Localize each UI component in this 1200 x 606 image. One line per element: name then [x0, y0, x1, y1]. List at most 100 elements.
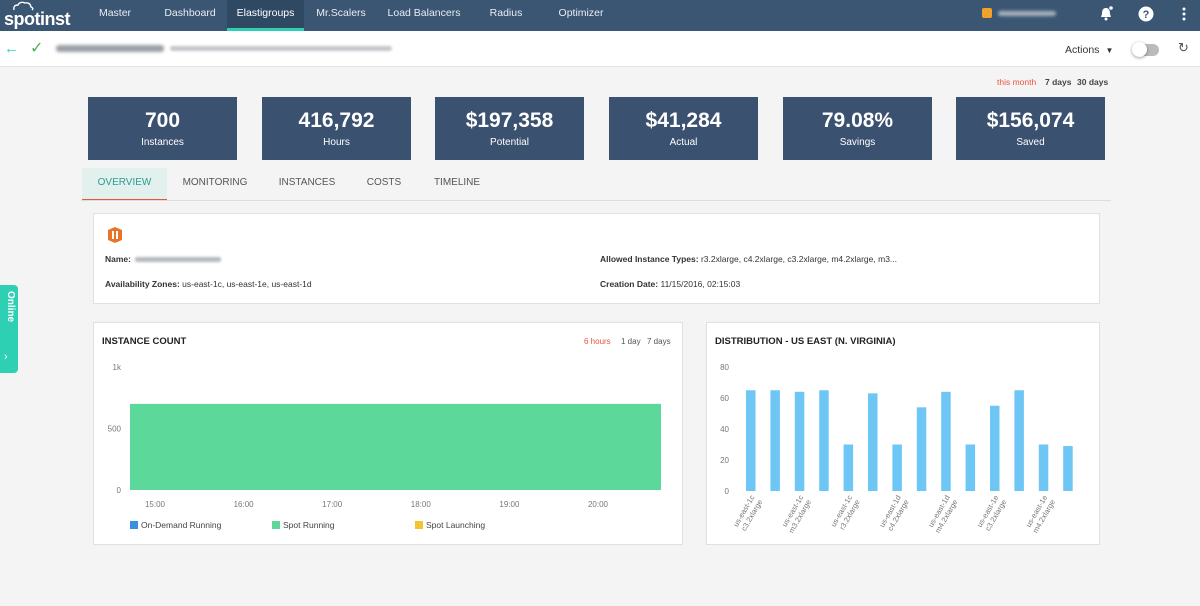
bell-icon[interactable]	[1097, 5, 1115, 23]
stat-value: $156,074	[986, 109, 1075, 132]
brand-name: spotinst	[4, 9, 71, 29]
info-name-row: Name:	[105, 254, 221, 264]
caret-down-icon: ▼	[1105, 46, 1114, 55]
x-tick-label: 20:00	[588, 500, 609, 509]
top-navbar: spotinst Master Dashboard Elastigroups M…	[0, 0, 1200, 31]
nav-dashboard[interactable]: Dashboard	[164, 7, 216, 19]
legend-swatch	[272, 521, 280, 529]
cloud-logo-icon	[13, 1, 34, 11]
zones-value: us-east-1c, us-east-1e, us-east-1d	[182, 279, 312, 289]
legend-spot-running[interactable]: Spot Running	[272, 520, 335, 530]
group-header: ← ✓ Actions ▼ ↻	[0, 31, 1200, 67]
x-tick-label: 19:00	[499, 500, 520, 509]
types-label: Allowed Instance Types:	[600, 254, 699, 264]
stat-label: Actual	[669, 137, 698, 148]
y-tick-label: 20	[720, 456, 729, 465]
legend-swatch	[415, 521, 423, 529]
created-value: 11/15/2016, 02:15:03	[660, 279, 741, 289]
stat-card-savings: 79.08% Savings	[783, 97, 932, 160]
bar	[794, 391, 805, 491]
legend-on-demand-running[interactable]: On-Demand Running	[130, 520, 221, 530]
range-7-days[interactable]: 7 days	[1045, 77, 1072, 87]
instance-count-panel: INSTANCE COUNT 6 hours 1 day 7 days 0 500…	[93, 322, 683, 545]
bar	[965, 444, 976, 491]
stat-card-saved: $156,074 Saved	[956, 97, 1105, 160]
legend-swatch	[130, 521, 138, 529]
tab-costs[interactable]: COSTS	[366, 177, 402, 188]
x-tick-label: 18:00	[411, 500, 432, 509]
legend-label: Spot Launching	[426, 520, 486, 530]
tab-timeline[interactable]: TIMELINE	[433, 177, 481, 188]
bar	[916, 407, 927, 491]
online-label: Online	[5, 291, 16, 323]
stat-card-potential: $197,358 Potential	[435, 97, 584, 160]
group-toggle-switch[interactable]	[1132, 42, 1159, 57]
nav-mr-scalers[interactable]: Mr.Scalers	[316, 7, 366, 19]
bar	[746, 390, 756, 491]
x-tick-label: 17:00	[322, 500, 343, 509]
stat-value: $41,284	[645, 109, 722, 132]
info-created-row: Creation Date: 11/15/2016, 02:15:03	[600, 279, 740, 289]
account-cube-icon	[982, 8, 992, 18]
stat-value: $197,358	[465, 109, 554, 132]
tab-monitoring[interactable]: MONITORING	[182, 177, 248, 188]
back-arrow-icon[interactable]: ←	[4, 40, 19, 57]
y-tick-label: 500	[108, 425, 122, 434]
y-tick-label: 60	[720, 394, 729, 403]
toggle-knob	[1132, 42, 1147, 57]
bar	[941, 391, 951, 491]
bar	[990, 405, 1000, 491]
more-vertical-icon[interactable]	[1175, 5, 1193, 23]
aws-ec2-icon	[108, 227, 122, 243]
tab-overview[interactable]: OVERVIEW	[82, 168, 167, 201]
y-tick-label: 1k	[113, 363, 122, 372]
stat-value: 700	[144, 109, 181, 132]
stat-card-hours: 416,792 Hours	[262, 97, 411, 160]
nav-master[interactable]: Master	[98, 7, 132, 19]
stat-label: Savings	[839, 137, 876, 148]
distribution-title: DISTRIBUTION - US EAST (N. VIRGINIA)	[715, 336, 896, 347]
range-30-days[interactable]: 30 days	[1077, 77, 1109, 87]
chart-range-6-hours[interactable]: 6 hours	[584, 337, 611, 346]
user-account-menu[interactable]	[982, 7, 1072, 21]
stat-label: Potential	[490, 137, 529, 148]
tab-instances[interactable]: INSTANCES	[278, 177, 336, 188]
bar	[1063, 446, 1073, 491]
bar	[843, 444, 854, 491]
tabs-divider	[81, 200, 1111, 201]
stat-value: 416,792	[298, 109, 375, 132]
zones-label: Availability Zones:	[105, 279, 180, 289]
bar	[1014, 390, 1024, 491]
x-tick-label: us-east-1dm4.2xlarge	[925, 494, 959, 535]
group-name-redacted	[56, 45, 164, 52]
created-label: Creation Date:	[600, 279, 659, 289]
bar	[868, 393, 878, 491]
online-support-tab[interactable]: Online ›	[0, 285, 18, 373]
instance-count-chart: 0 500 1k 15:00 16:00 17:00 18:00 19:00 20:00	[108, 363, 661, 509]
nav-optimizer[interactable]: Optimizer	[558, 7, 604, 19]
x-tick-label: us-east-1cm3.2xlarge	[779, 493, 813, 534]
actions-dropdown[interactable]: Actions ▼	[1065, 44, 1113, 56]
nav-load-balancers[interactable]: Load Balancers	[387, 7, 461, 19]
stat-card-instances: 700 Instances	[88, 97, 237, 160]
y-tick-label: 0	[117, 486, 122, 495]
refresh-icon[interactable]: ↻	[1178, 40, 1189, 55]
x-tick-label: us-east-1em4.2xlarge	[1023, 494, 1057, 535]
chart-range-1-day[interactable]: 1 day	[621, 337, 641, 346]
stat-value: 79.08%	[821, 109, 894, 132]
instance-count-title: INSTANCE COUNT	[102, 336, 187, 347]
range-this-month[interactable]: this month	[997, 77, 1037, 87]
nav-elastigroups[interactable]: Elastigroups	[227, 0, 304, 31]
legend-spot-launching[interactable]: Spot Launching	[415, 520, 485, 530]
actions-label: Actions	[1065, 44, 1100, 56]
stat-label: Hours	[323, 137, 350, 148]
help-icon[interactable]: ?	[1137, 5, 1155, 23]
chart-range-7-days[interactable]: 7 days	[647, 337, 671, 346]
x-tick-label: us-east-1cc3.2xlarge	[731, 493, 764, 533]
info-types-row: Allowed Instance Types: r3.2xlarge, c4.2…	[600, 254, 897, 264]
user-name-redacted	[998, 11, 1056, 16]
name-label: Name:	[105, 254, 131, 264]
nav-radius[interactable]: Radius	[489, 7, 523, 19]
y-tick-label: 40	[720, 425, 729, 434]
bar	[1038, 444, 1049, 491]
